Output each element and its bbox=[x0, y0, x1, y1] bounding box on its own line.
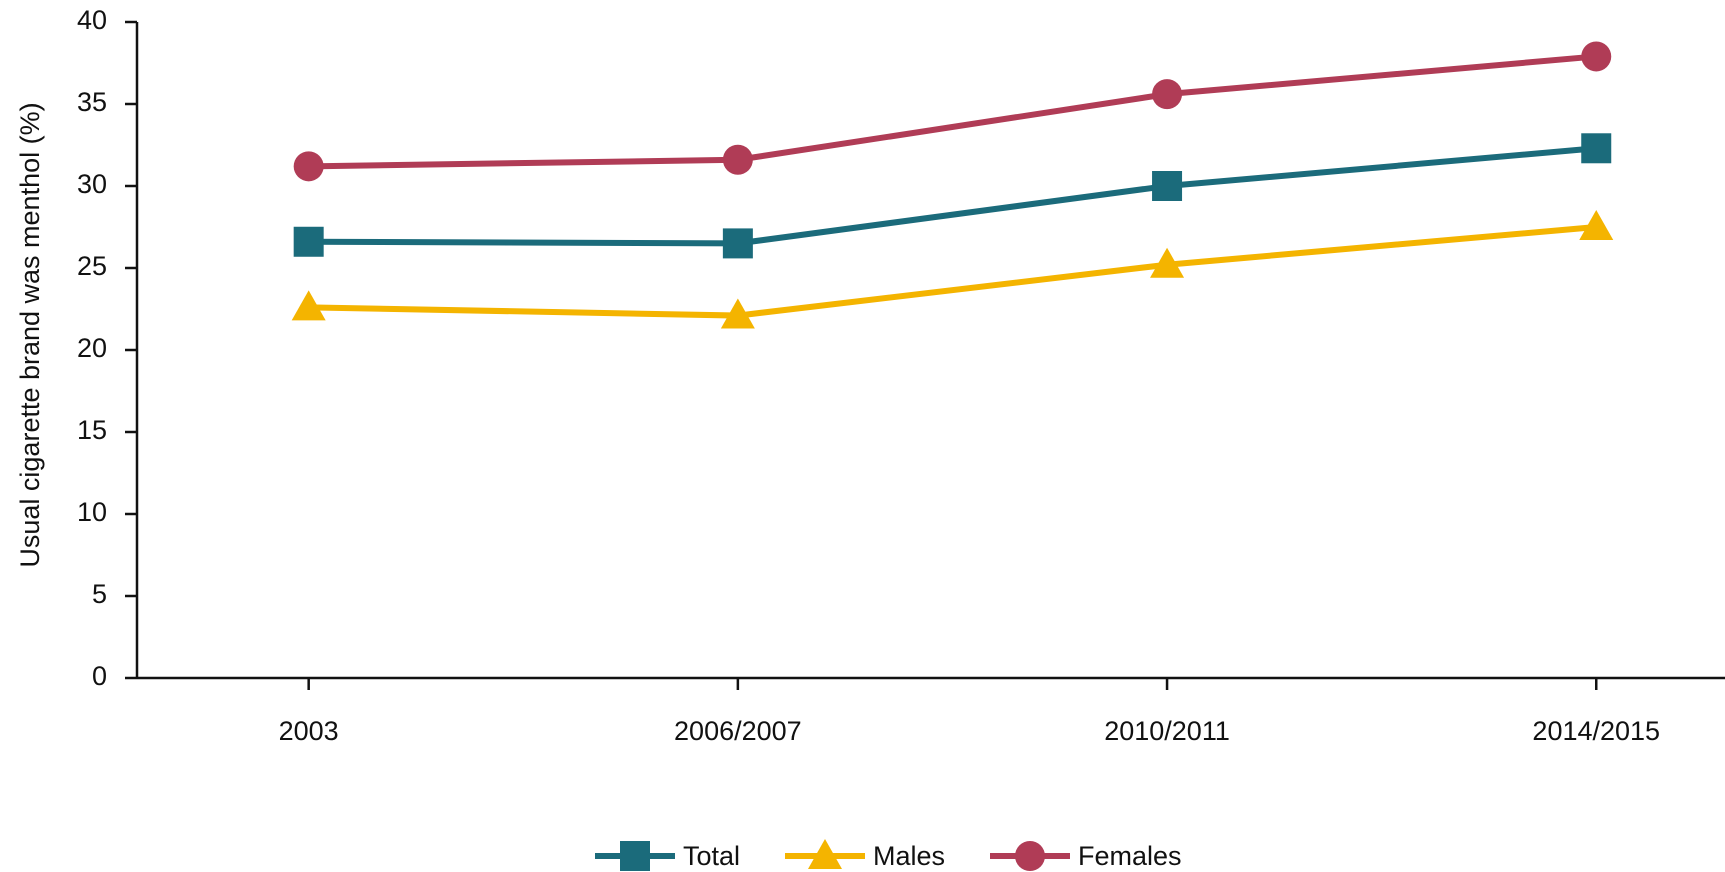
series-line bbox=[308, 145, 1597, 247]
data-point bbox=[1150, 247, 1185, 278]
y-tick-label: 20 bbox=[77, 333, 107, 363]
y-tick-label: 30 bbox=[77, 169, 107, 199]
y-tick-label: 35 bbox=[77, 87, 107, 117]
data-point bbox=[1152, 79, 1183, 110]
y-tick-label: 5 bbox=[92, 579, 107, 609]
data-point bbox=[722, 228, 753, 259]
legend-label: Females bbox=[1078, 841, 1182, 871]
y-axis-label: Usual cigarette brand was menthol (%) bbox=[15, 102, 45, 567]
data-point bbox=[720, 298, 755, 329]
legend-label: Males bbox=[873, 841, 945, 871]
y-tick-label: 25 bbox=[77, 251, 107, 281]
x-tick-label: 2006/2007 bbox=[674, 716, 802, 746]
legend-marker bbox=[808, 839, 842, 869]
series-line bbox=[308, 224, 1597, 319]
data-point bbox=[293, 151, 324, 182]
data-point bbox=[722, 144, 753, 175]
series-line bbox=[308, 53, 1597, 170]
y-tick-label: 40 bbox=[77, 5, 107, 35]
y-tick-label: 0 bbox=[92, 661, 107, 691]
data-point bbox=[1579, 210, 1614, 240]
y-tick-label: 10 bbox=[77, 497, 107, 527]
data-point bbox=[1152, 171, 1183, 201]
x-tick-label: 2014/2015 bbox=[1532, 716, 1660, 746]
x-tick-label: 2010/2011 bbox=[1104, 716, 1230, 746]
y-tick-label: 15 bbox=[77, 415, 107, 445]
data-point bbox=[1581, 41, 1612, 72]
data-point bbox=[1581, 133, 1612, 164]
data-point bbox=[293, 226, 324, 257]
data-point bbox=[291, 290, 326, 321]
legend-marker bbox=[1015, 841, 1045, 871]
legend-label: Total bbox=[683, 841, 740, 871]
x-tick-label: 2003 bbox=[279, 716, 339, 746]
legend-marker bbox=[620, 841, 650, 871]
